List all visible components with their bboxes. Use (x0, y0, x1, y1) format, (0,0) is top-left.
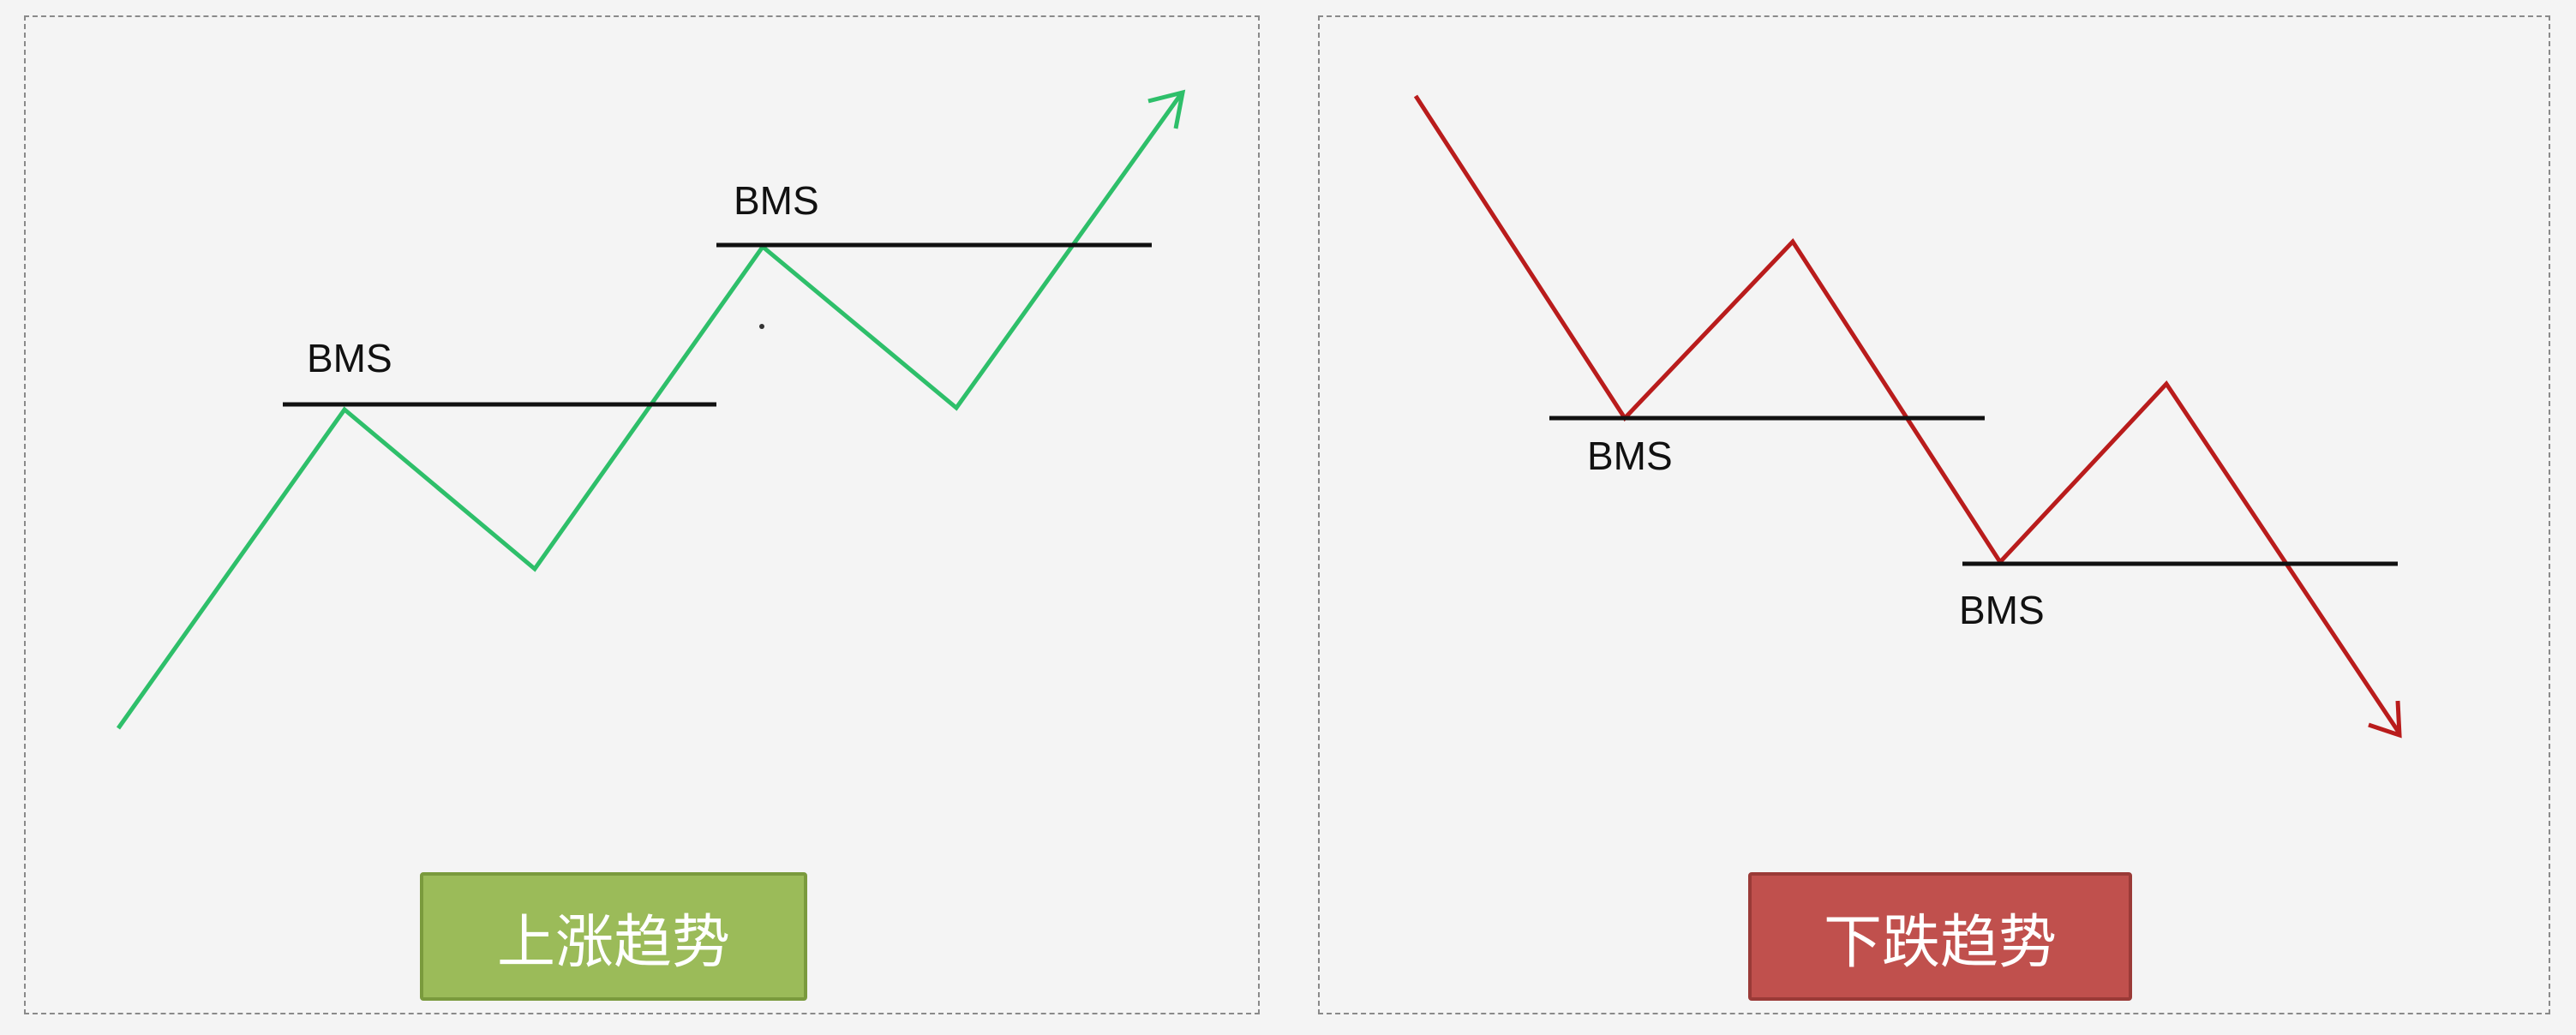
downtrend-label-button: 下跌趋势 (1748, 872, 2132, 1001)
uptrend-bms-label-2: BMS (734, 178, 819, 223)
downtrend-diagram: BMS BMS (1413, 94, 2402, 739)
uptrend-panel (24, 15, 1260, 1014)
uptrend-arrowhead (1147, 89, 1186, 129)
uptrend-price-line (116, 93, 1183, 730)
uptrend-label-button: 上涨趋势 (420, 872, 807, 1001)
uptrend-bms-label-1: BMS (307, 336, 392, 380)
downtrend-arrowhead (2368, 700, 2402, 739)
downtrend-price-line (1413, 94, 2402, 735)
downtrend-panel (1318, 15, 2550, 1014)
downtrend-bms-label-1: BMS (1587, 434, 1673, 478)
stray-dot (759, 324, 764, 329)
downtrend-bms-label-2: BMS (1959, 588, 2045, 632)
uptrend-diagram: BMS BMS (116, 89, 1186, 730)
